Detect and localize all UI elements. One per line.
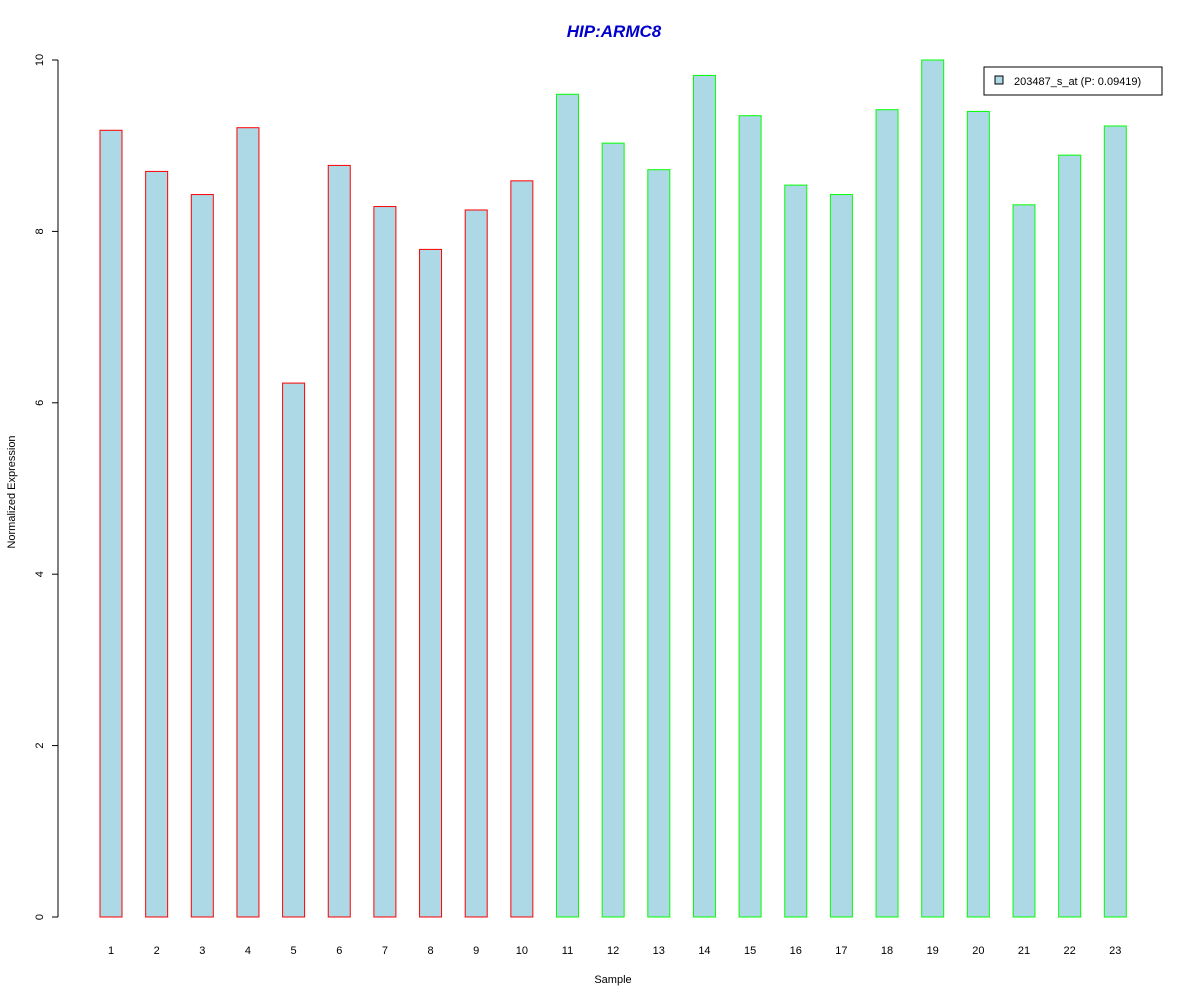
bar-sample-9 [464,209,488,918]
x-tick-label: 8 [427,945,433,957]
x-tick-label: 11 [562,945,573,957]
bar-sample-1 [99,129,123,918]
bar-sample-8 [419,248,443,918]
x-tick-label: 20 [972,945,984,957]
legend-label: 203487_s_at (P: 0.09419) [1014,76,1141,88]
x-tick-label: 6 [336,945,342,957]
x-tick-label: 18 [881,945,893,957]
bar-sample-3 [190,194,214,918]
legend-box [983,66,1163,96]
y-axis-label: Normalized Expression [6,435,18,548]
y-tick-label: 2 [34,743,46,749]
bar-sample-17 [829,194,853,918]
x-tick-label: 17 [835,945,847,957]
bar-sample-2 [145,170,169,918]
x-tick-label: 16 [790,945,802,957]
bar-sample-6 [327,164,351,918]
bar-sample-14 [692,74,716,918]
x-tick-label: 4 [245,945,251,957]
x-tick-label: 10 [516,945,528,957]
bar-sample-11 [556,93,579,918]
y-tick-label: 6 [34,400,46,406]
bar-sample-23 [1103,125,1127,918]
x-tick-label: 2 [154,945,160,957]
x-tick-labels: 1 2 3 4 5 6 7 8 9 10 11 12 13 14 15 16 17 18 19 20 21 22 23 [108,945,1121,957]
bar-sample-22 [1058,154,1082,918]
x-tick-label: 1 [108,945,114,957]
y-tick-label: 0 [34,914,46,920]
bar-sample-10 [510,180,534,918]
x-tick-label: 3 [199,945,205,957]
x-tick-label: 14 [698,945,710,957]
x-tick-label: 23 [1109,945,1121,957]
x-tick-label: 21 [1018,945,1030,957]
x-tick-label: 12 [607,945,619,957]
chart-title: HIP:ARMC8 [567,22,662,41]
bar-sample-18 [875,109,899,918]
x-tick-label: 7 [382,945,388,957]
bar-sample-21 [1012,204,1036,918]
x-tick-label: 22 [1064,945,1076,957]
bar-sample-7 [373,206,397,918]
bar-sample-15 [738,115,762,918]
x-tick-label: 5 [291,945,297,957]
legend-swatch [994,75,1004,85]
bar-sample-16 [784,184,808,918]
legend: 203487_s_at (P: 0.09419) [983,66,1163,96]
y-tick-label: 10 [34,54,46,66]
x-tick-label: 15 [744,945,756,957]
x-tick-label: 13 [653,945,665,957]
y-tick-label: 4 [34,571,46,577]
bar-sample-20 [966,110,990,918]
y-tick-label: 8 [34,228,46,234]
x-axis-label: Sample [594,974,631,986]
bar-sample-12 [601,142,625,918]
x-tick-label: 19 [927,945,939,957]
y-axis: 0 2 4 6 8 10 [34,54,59,920]
bar-sample-19 [921,59,945,918]
bar-sample-5 [282,382,306,918]
bar-sample-13 [647,169,671,918]
x-tick-label: 9 [473,945,479,957]
bar-sample-4 [236,127,260,918]
bars-group [99,59,1127,918]
